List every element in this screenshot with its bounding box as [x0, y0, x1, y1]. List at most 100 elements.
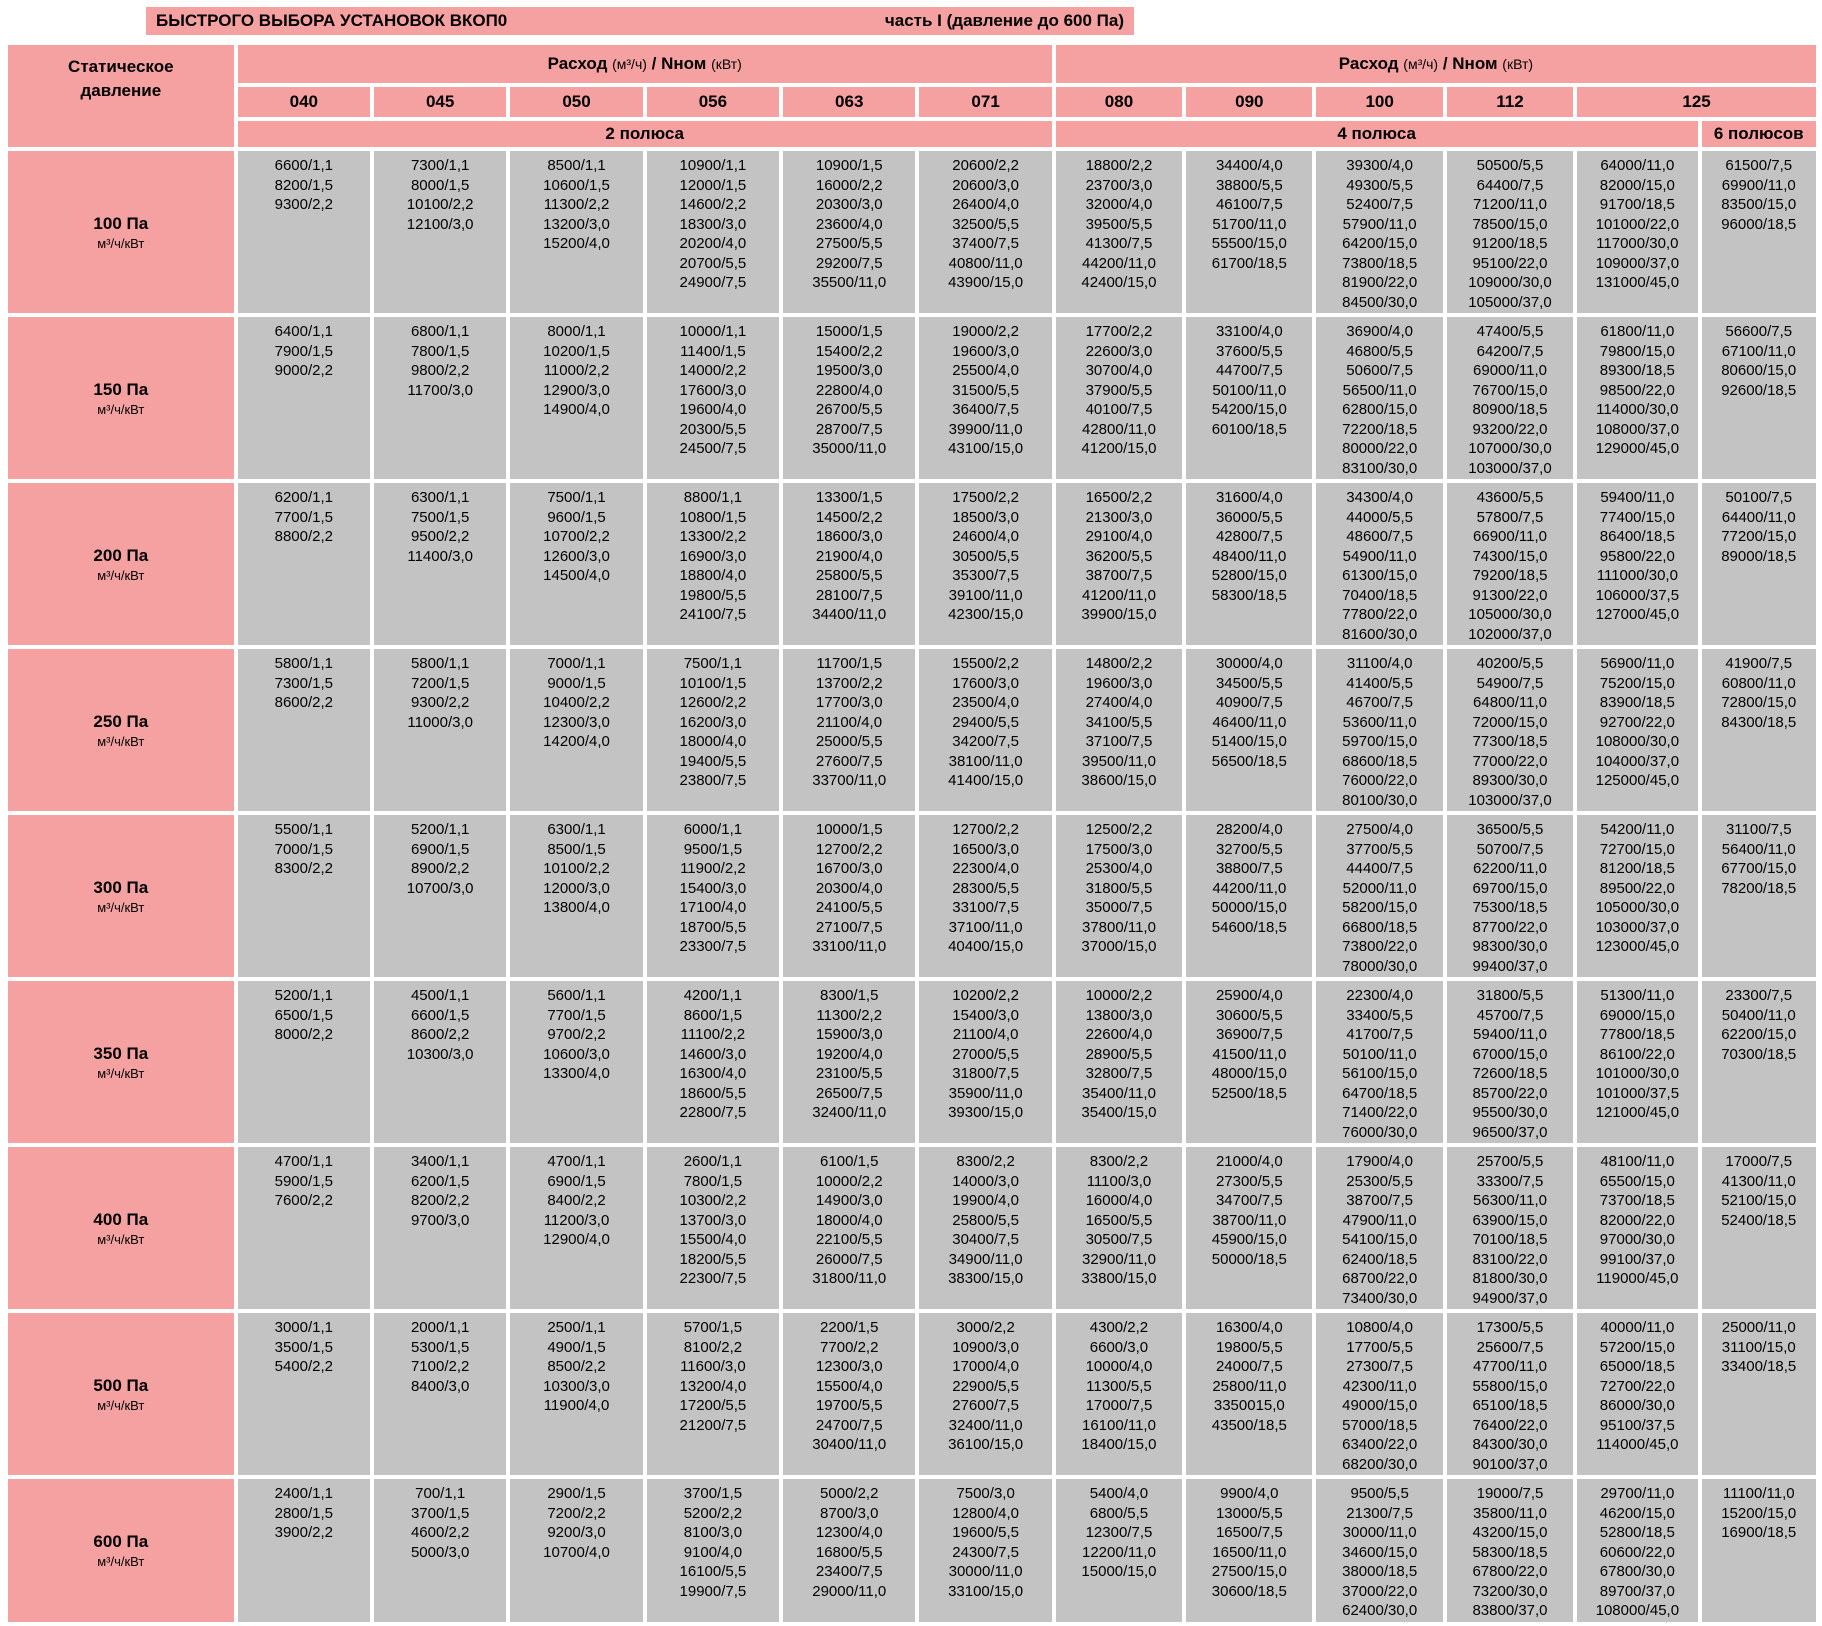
pressure-label-100pa: 100 Па м³/ч/кВт [8, 151, 234, 313]
data-cell: 2900/1,5 7200/2,2 9200/3,0 10700/4,0 [510, 1479, 643, 1622]
data-cell: 50100/7,5 64400/11,0 77200/15,0 89000/18… [1701, 483, 1816, 645]
data-cell: 21000/4,0 27300/5,5 34700/7,5 38700/11,0… [1186, 1147, 1313, 1309]
data-cell: 9900/4,0 13000/5,5 16500/7,5 16500/11,0 … [1186, 1479, 1313, 1622]
data-cell: 4200/1,1 8600/1,5 11100/2,2 14600/3,0 16… [646, 981, 780, 1143]
data-cell: 5700/1,5 8100/2,2 11600/3,0 13200/4,0 17… [646, 1313, 780, 1475]
data-cell: 4700/1,1 6900/1,5 8400/2,2 11200/3,0 129… [510, 1147, 643, 1309]
data-cell: 5400/4,0 6800/5,5 12300/7,5 12200/11,0 1… [1055, 1479, 1183, 1622]
data-cell: 10200/2,2 15400/3,0 21100/4,0 27000/5,5 … [919, 981, 1052, 1143]
data-cell: 33100/4,0 37600/5,5 44700/7,5 50100/11,0… [1186, 317, 1313, 479]
data-cell: 7500/1,1 9600/1,5 10700/2,2 12600/3,0 14… [510, 483, 643, 645]
data-cell: 8300/2,2 11100/3,0 16000/4,0 16500/5,5 3… [1055, 1147, 1183, 1309]
pressure-value: 350 Па [93, 1043, 149, 1063]
data-cell: 6000/1,1 9500/1,5 11900/2,2 15400/3,0 17… [646, 815, 780, 977]
data-cell: 3700/1,5 5200/2,2 8100/3,0 9100/4,0 1610… [646, 1479, 780, 1622]
data-cell: 6800/1,1 7800/1,5 9800/2,2 11700/3,0 [373, 317, 507, 479]
flow-label: Расход [1338, 54, 1399, 73]
data-cell: 39300/4,0 49300/5,5 52400/7,5 57900/11,0… [1316, 151, 1443, 313]
data-cell: 10900/1,5 16000/2,2 20300/3,0 23600/4,0 … [783, 151, 916, 313]
data-cell: 8800/1,1 10800/1,5 13300/2,2 16900/3,0 1… [646, 483, 780, 645]
pressure-label-600pa: 600 Па м³/ч/кВт [8, 1479, 234, 1622]
pressure-label-500pa: 500 Па м³/ч/кВт [8, 1313, 234, 1475]
data-cell: 4500/1,1 6600/1,5 8600/2,2 10300/3,0 [373, 981, 507, 1143]
static-pressure-header: Статическое давление [8, 45, 234, 147]
data-cell: 25000/11,0 31100/15,0 33400/18,5 [1701, 1313, 1816, 1475]
data-cell: 10900/1,1 12000/1,5 14600/2,2 18300/3,0 … [646, 151, 780, 313]
power-unit: (кВт) [711, 56, 742, 72]
title-bar: БЫСТРОГО ВЫБОРА УСТАНОВОК ВКОП0 часть I … [146, 7, 1134, 35]
power-unit: (кВт) [1502, 56, 1534, 72]
data-cell: 8500/1,1 10600/1,5 11300/2,2 13200/3,0 1… [510, 151, 643, 313]
pressure-label-250pa: 250 Па м³/ч/кВт [8, 649, 234, 811]
data-cell: 17000/7,5 41300/11,0 52100/15,0 52400/18… [1701, 1147, 1816, 1309]
data-cell: 12500/2,2 17500/3,0 25300/4,0 31800/5,5 … [1055, 815, 1183, 977]
data-cell: 31600/4,0 36000/5,5 42800/7,5 48400/11,0… [1186, 483, 1313, 645]
data-cell: 12700/2,2 16500/3,0 22300/4,0 28300/5,5 … [919, 815, 1052, 977]
flow-label: Расход [547, 54, 608, 73]
data-cell: 19000/7,5 35800/11,0 43200/15,0 58300/18… [1446, 1479, 1574, 1622]
data-cell: 31100/4,0 41400/5,5 46700/7,5 53600/11,0… [1316, 649, 1443, 811]
pressure-value: 200 Па [93, 545, 149, 565]
data-cell: 3400/1,1 6200/1,5 8200/2,2 9700/3,0 [373, 1147, 507, 1309]
size-header-050: 050 [510, 87, 643, 117]
pressure-unit: м³/ч/кВт [97, 235, 145, 251]
poles-6-header: 6 полюсов [1701, 121, 1816, 147]
data-cell: 4700/1,1 5900/1,5 7600/2,2 [237, 1147, 370, 1309]
data-cell: 61800/11,0 79800/15,0 89300/18,5 98500/2… [1577, 317, 1698, 479]
data-cell: 36900/4,0 46800/5,5 50600/7,5 56500/11,0… [1316, 317, 1443, 479]
data-cell: 8000/1,1 10200/1,5 11000/2,2 12900/3,0 1… [510, 317, 643, 479]
data-cell: 20600/2,2 20600/3,0 26400/4,0 32500/5,5 … [919, 151, 1052, 313]
data-cell: 61500/7,5 69900/11,0 83500/15,0 96000/18… [1701, 151, 1816, 313]
flow-header-left: Расход (м³/ч) / Nном (кВт) [237, 45, 1052, 83]
data-cell: 30000/4,0 34500/5,5 40900/7,5 46400/11,0… [1186, 649, 1313, 811]
data-cell: 4300/2,2 6600/3,0 10000/4,0 11300/5,5 17… [1055, 1313, 1183, 1475]
pressure-unit: м³/ч/кВт [97, 567, 145, 583]
data-cell: 40000/11,0 57200/15,0 65000/18,5 72700/2… [1577, 1313, 1698, 1475]
data-cell: 2000/1,1 5300/1,5 7100/2,2 8400/3,0 [373, 1313, 507, 1475]
data-cell: 64000/11,0 82000/15,0 91700/18,5 101000/… [1577, 151, 1698, 313]
data-cell: 34400/4,0 38800/5,5 46100/7,5 51700/11,0… [1186, 151, 1313, 313]
data-cell: 17300/5,5 25600/7,5 47700/11,0 55800/15,… [1446, 1313, 1574, 1475]
poles-4-header: 4 полюса [1055, 121, 1698, 147]
data-cell: 7500/1,1 10100/1,5 12600/2,2 16200/3,0 1… [646, 649, 780, 811]
data-cell: 43600/5,5 57800/7,5 66900/11,0 74300/15,… [1446, 483, 1574, 645]
data-cell: 25700/5,5 33300/7,5 56300/11,0 63900/15,… [1446, 1147, 1574, 1309]
pressure-value: 400 Па [93, 1209, 149, 1229]
data-cell: 28200/4,0 32700/5,5 38800/7,5 44200/11,0… [1186, 815, 1313, 977]
page-subtitle: часть I (давление до 600 Па) [884, 11, 1124, 30]
pressure-unit: м³/ч/кВт [97, 1553, 145, 1569]
page-title: БЫСТРОГО ВЫБОРА УСТАНОВОК ВКОП0 [156, 11, 508, 30]
data-cell: 15500/2,2 17600/3,0 23500/4,0 29400/5,5 … [919, 649, 1052, 811]
data-cell: 17700/2,2 22600/3,0 30700/4,0 37900/5,5 … [1055, 317, 1183, 479]
size-header-040: 040 [237, 87, 370, 117]
data-cell: 5200/1,1 6900/1,5 8900/2,2 10700/3,0 [373, 815, 507, 977]
data-cell: 10000/1,1 11400/1,5 14000/2,2 17600/3,0 … [646, 317, 780, 479]
data-cell: 6300/1,1 7500/1,5 9500/2,2 11400/3,0 [373, 483, 507, 645]
data-cell: 9500/5,5 21300/7,5 30000/11,0 34600/15,0… [1316, 1479, 1443, 1622]
pressure-unit: м³/ч/кВт [97, 401, 145, 417]
data-cell: 5800/1,1 7200/1,5 9300/2,2 11000/3,0 [373, 649, 507, 811]
data-cell: 11700/1,5 13700/2,2 17700/3,0 21100/4,0 … [783, 649, 916, 811]
pressure-value: 100 Па [93, 213, 149, 233]
data-cell: 59400/11,0 77400/15,0 86400/18,5 95800/2… [1577, 483, 1698, 645]
data-cell: 18800/2,2 23700/3,0 32000/4,0 39500/5,5 … [1055, 151, 1183, 313]
data-cell: 6100/1,5 10000/2,2 14900/3,0 18000/4,0 2… [783, 1147, 916, 1309]
data-cell: 17900/4,0 25300/5,5 38700/7,5 47900/11,0… [1316, 1147, 1443, 1309]
data-cell: 2200/1,5 7700/2,2 12300/3,0 15500/4,0 19… [783, 1313, 916, 1475]
pressure-unit: м³/ч/кВт [97, 1065, 145, 1081]
data-cell: 6200/1,1 7700/1,5 8800/2,2 [237, 483, 370, 645]
data-cell: 25900/4,0 30600/5,5 36900/7,5 41500/11,0… [1186, 981, 1313, 1143]
flow-unit: (м³/ч) [1403, 56, 1439, 72]
data-cell: 10800/4,0 17700/5,5 27300/7,5 42300/11,0… [1316, 1313, 1443, 1475]
data-cell: 36500/5,5 50700/7,5 62200/11,0 69700/15,… [1446, 815, 1574, 977]
pressure-label-350pa: 350 Па м³/ч/кВт [8, 981, 234, 1143]
data-cell: 14800/2,2 19600/3,0 27400/4,0 34100/5,5 … [1055, 649, 1183, 811]
data-cell: 27500/4,0 37700/5,5 44400/7,5 52000/11,0… [1316, 815, 1443, 977]
data-cell: 5600/1,1 7700/1,5 9700/2,2 10600/3,0 133… [510, 981, 643, 1143]
pressure-value: 250 Па [93, 711, 149, 731]
pressure-unit: м³/ч/кВт [97, 899, 145, 915]
data-cell: 8300/1,5 11300/2,2 15900/3,0 19200/4,0 2… [783, 981, 916, 1143]
data-cell: 23300/7,5 50400/11,0 62200/15,0 70300/18… [1701, 981, 1816, 1143]
data-cell: 15000/1,5 15400/2,2 19500/3,0 22800/4,0 … [783, 317, 916, 479]
data-cell: 34300/4,0 44000/5,5 48600/7,5 54900/11,0… [1316, 483, 1443, 645]
